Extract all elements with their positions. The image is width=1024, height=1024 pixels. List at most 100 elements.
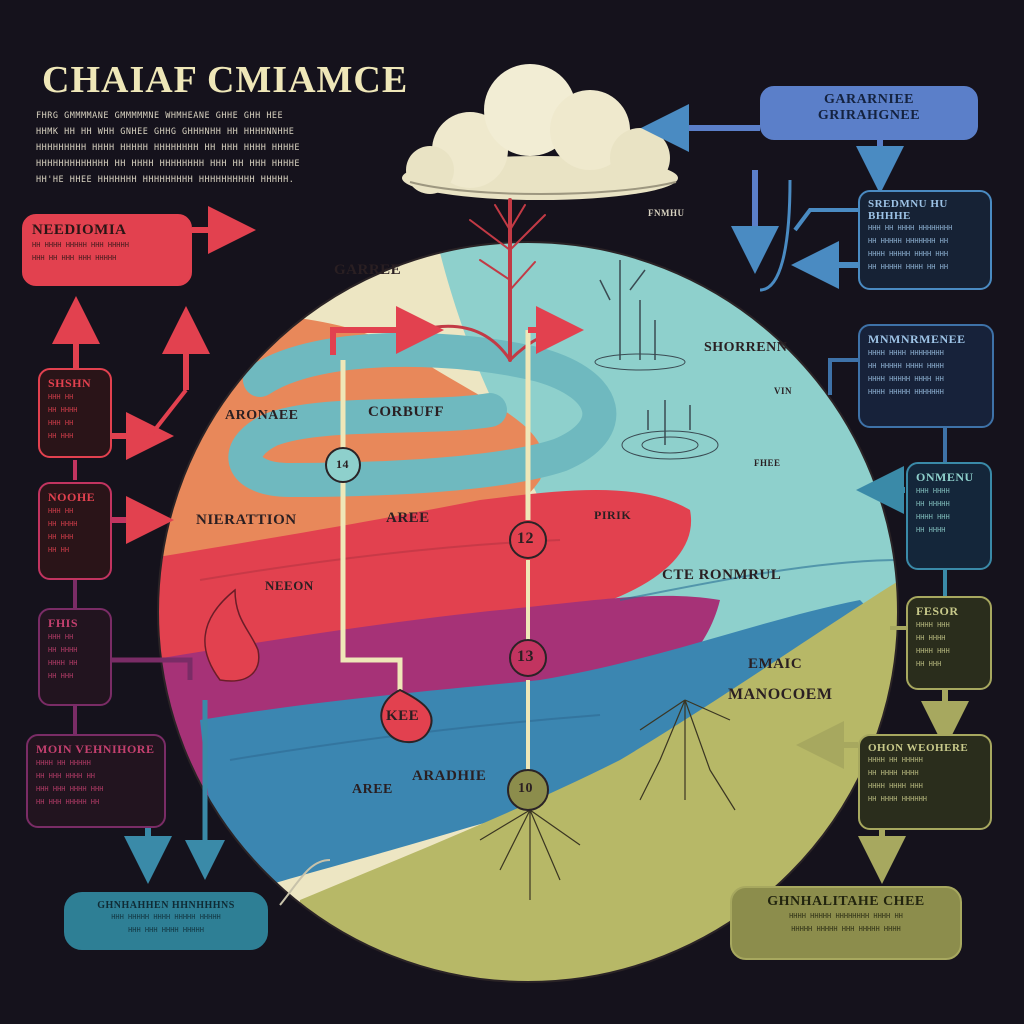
- label-shorrenn: SHORRENN: [704, 340, 788, 355]
- box-line: HH HH: [48, 546, 70, 554]
- box-line: HHHH HHHHH HHHHHHH: [868, 388, 944, 396]
- box-line: HHHH HH HHHHH: [36, 759, 91, 767]
- box-shshn: SHSHN HHH HH HH HHHH HHH HH HH HHH: [38, 368, 112, 458]
- box-noohe: NOOHE HHH HH HH HHHH HH HHH HH HH: [38, 482, 112, 580]
- box-line: HHHH HHHHH HHHH HH: [868, 375, 944, 383]
- badge-10-circle: [507, 769, 549, 811]
- box-line: HH HHHH: [48, 646, 78, 654]
- box-line: HHH HHHH: [916, 487, 950, 495]
- box-line: HH HHHH: [48, 406, 78, 414]
- badge-10: 10: [518, 781, 533, 796]
- box-title: SHSHN: [48, 376, 92, 390]
- box-line: HH HHH: [48, 672, 74, 680]
- box-title: GHNHALITAHE CHEE: [767, 894, 925, 909]
- intro-line: HHHHHHHHH HHHH HHHHH HHHHHHHH HH HHH HHH…: [36, 143, 301, 153]
- badge-14-circle: [325, 447, 361, 483]
- label-corbuff: CORBUFF: [368, 404, 444, 420]
- box-line: HH HHH HHHH HH: [36, 772, 96, 780]
- label-aradhie: ARADHIE: [412, 768, 487, 784]
- label-kee: KEE: [386, 708, 420, 724]
- box-line: HHH HH HHH HHH HHHHH: [32, 254, 117, 262]
- box-fesor: FESOR HHHH HHH HH HHHH HHHH HHH HH HHH: [906, 596, 992, 690]
- label-garee: GARREE: [334, 262, 402, 278]
- badge-14: 14: [336, 457, 349, 471]
- box-line: HHH HH HHHH HHHHHHHH: [868, 224, 953, 232]
- intro-line: HH'HE HHEE HHHHHHH HHHHHHHHH HHHHHHHHHH …: [36, 175, 295, 185]
- box-title: MNMNRMENEE: [868, 332, 966, 346]
- box-line: HHH HHHHH HHHH HHHHH HHHHH: [111, 913, 221, 921]
- box-ganarnee: GARARNIEE GRIRAHGNEE: [760, 86, 978, 140]
- roots-illustration: [479, 699, 736, 900]
- box-title: OHON WEOHERE: [868, 742, 969, 754]
- label-fhee: FHEE: [754, 458, 781, 468]
- box-sredmnu: SREDMNU HU BHHHE HHH HH HHHH HHHHHHHH HH…: [858, 190, 992, 290]
- box-mnmnre: MNMNRMENEE HHHH HHHH HHHHHHHH HH HHHHH H…: [858, 324, 994, 428]
- box-line: HH HHH: [48, 432, 74, 440]
- box-line: HHH HHH HHHH HHH: [36, 785, 104, 793]
- label-aree: AREE: [386, 510, 430, 526]
- label-pirik: PIRIK: [594, 508, 632, 522]
- left-connectors: [52, 206, 256, 884]
- box-line: HH HHHHH: [916, 500, 950, 508]
- box-line: HH HHHH: [48, 520, 78, 528]
- box-line: HH HHH: [916, 660, 942, 668]
- cloud-illustration: [402, 64, 678, 200]
- label-cte-ronmrul: CTE RONMRUL: [662, 567, 782, 583]
- badge-12: 12: [517, 530, 534, 547]
- box-line: HHHH HHH: [916, 513, 950, 521]
- box-line: HHH HH: [48, 393, 74, 401]
- box-title: NOOHE: [48, 490, 96, 504]
- box-line: HHHHH HHHHH HHH HHHHH HHHH: [791, 925, 901, 933]
- box-line: HHHH HHH: [916, 621, 950, 629]
- box-title: NEEDIOMIA: [32, 222, 127, 238]
- box-fhis: FHIS HHH HH HH HHHH HHHH HH HH HHH: [38, 608, 112, 706]
- box-title: FESOR: [916, 604, 959, 618]
- box-line: HHHH HHHH HHH: [868, 782, 923, 790]
- box-line: HH HHHH: [916, 526, 946, 534]
- intro-line: HHHHHHHHHHHHH HH HHHH HHHHHHHH HHH HH HH…: [36, 159, 301, 169]
- box-line: HH HHHH HHHH: [868, 769, 919, 777]
- box-subtitle: GRIRAHGNEE: [817, 108, 921, 123]
- right-connectors: [641, 104, 969, 884]
- box-line: HH HHHHH HHHH HHHH: [868, 362, 944, 370]
- label-fnmhu: FNMHU: [648, 208, 685, 218]
- river-swirl: [228, 332, 617, 498]
- box-oheohe: OHON WEOHERE HHHH HH HHHHH HH HHHH HHHH …: [858, 734, 992, 830]
- box-line: HHH HH: [48, 419, 74, 427]
- box-title: GHNHAHHEN HHNHHHNS: [97, 900, 235, 911]
- box-line: HHHH HHHH HHHHHHHH: [868, 349, 944, 357]
- box-line: HHHH HH: [48, 659, 78, 667]
- box-line: HH HHHH HHHHH HHH HHHHH: [32, 241, 129, 249]
- kee-drop: [380, 688, 433, 744]
- badge-13-circle: [509, 639, 547, 677]
- label-aronaee: ARONAEE: [225, 408, 299, 423]
- box-title: GARARNIEE: [823, 92, 915, 107]
- box-line: HHHH HHHHH HHHHHHHH HHHH HH: [789, 912, 903, 920]
- box-title: FHIS: [48, 616, 79, 630]
- box-line: HHH HH: [48, 507, 74, 515]
- label-aree-2: AREE: [352, 782, 393, 797]
- box-line: HH HHHHH HHHHHHH HH: [868, 237, 949, 245]
- flow-pipes: [279, 306, 584, 906]
- box-line: HH HHH: [48, 533, 74, 541]
- box-line: HHHH HH HHHHH: [868, 756, 923, 764]
- box-line: HH HHHH HHHHHH: [868, 795, 928, 803]
- box-title: ONMENU: [916, 470, 974, 484]
- step-badges: [325, 447, 549, 811]
- box-line: HHH HH: [48, 633, 74, 641]
- box-moin: MOIN VEHNIHORE HHHH HH HHHHH HH HHH HHHH…: [26, 734, 166, 828]
- page-title: CHAIAF CMIAMCE: [42, 59, 409, 101]
- box-title: SREDMNU HU BHHHE: [868, 198, 948, 222]
- badge-12-circle: [509, 521, 547, 559]
- fire-illustration: [204, 588, 260, 682]
- intro-text: FHRG GMMMMANE GMMMMMNE WHMHEANE GHHE GHH…: [36, 108, 336, 188]
- blue-band: [200, 600, 880, 900]
- label-nierattion: NIERATTION: [196, 512, 297, 528]
- box-line: HH HHHH: [916, 634, 946, 642]
- box-line: HH HHHHH HHHH HH HH: [868, 263, 949, 271]
- box-neediomia: NEEDIOMIA HH HHHH HHHHH HHH HHHHH HHH HH…: [22, 214, 192, 286]
- box-line: HHH HHH HHHH HHHHH: [128, 926, 204, 934]
- label-manocoem: MANOCOEM: [728, 686, 833, 703]
- box-line: HH HHH HHHHH HH: [36, 798, 100, 806]
